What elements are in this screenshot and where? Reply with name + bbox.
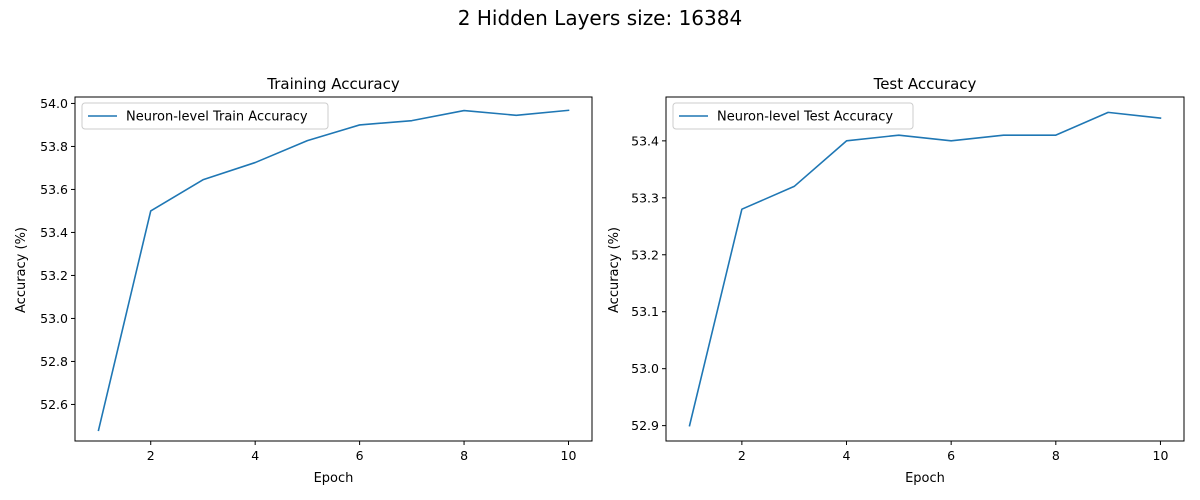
y-tick-label: 53.8 [40, 139, 68, 154]
x-tick-label: 6 [356, 448, 364, 463]
axes-frame [665, 96, 1185, 442]
chart-test-accuracy: Test Accuracy Epoch Accuracy (%) 2 4 6 8 10 … [607, 75, 1185, 486]
y-axis-label: Accuracy (%) [14, 227, 29, 313]
legend-box [81, 102, 329, 130]
y-tick-label: 53.1 [631, 304, 659, 319]
legend-box [672, 102, 914, 130]
plot-lines [688, 111, 1162, 427]
x-tick-label: 2 [738, 448, 746, 463]
series-line [688, 111, 1162, 427]
axes-frame [74, 96, 593, 442]
chart-training-accuracy: Training Accuracy Epoch Accuracy (%) 2 4 6… [14, 75, 593, 486]
y-tick-label: 53.0 [40, 311, 68, 326]
y-tick-label: 54.0 [40, 96, 68, 111]
x-tick-label: 8 [460, 448, 468, 463]
x-tick-label: 2 [147, 448, 155, 463]
y-ticks: 52.9 53.0 53.1 53.2 53.3 53.4 [631, 133, 666, 433]
x-tick-label: 10 [1153, 448, 1169, 463]
y-ticks: 52.6 52.8 53.0 53.2 53.4 53.6 53.8 54.0 [40, 96, 75, 412]
legend-entry: Neuron-level Train Accuracy [126, 110, 308, 125]
y-tick-label: 53.2 [40, 268, 68, 283]
y-tick-label: 53.2 [631, 247, 659, 262]
y-tick-label: 53.0 [631, 361, 659, 376]
x-axis-label: Epoch [314, 471, 354, 486]
figure-suptitle: 2 Hidden Layers size: 16384 [458, 6, 742, 30]
y-tick-label: 53.4 [40, 225, 68, 240]
x-tick-label: 4 [843, 448, 851, 463]
legend: Neuron-level Test Accuracy [672, 102, 914, 130]
x-axis-label: Epoch [905, 471, 945, 486]
plot-lines [97, 109, 570, 432]
y-tick-label: 53.3 [631, 190, 659, 205]
legend-entry: Neuron-level Test Accuracy [717, 110, 893, 125]
y-tick-label: 52.8 [40, 354, 68, 369]
legend: Neuron-level Train Accuracy [81, 102, 329, 130]
x-tick-label: 10 [561, 448, 577, 463]
y-tick-label: 52.9 [631, 418, 659, 433]
x-tick-label: 4 [251, 448, 259, 463]
y-axis-label: Accuracy (%) [607, 227, 622, 313]
series-line [97, 109, 570, 432]
y-tick-label: 53.4 [631, 133, 659, 148]
chart-title: Test Accuracy [873, 75, 977, 93]
x-ticks: 2 4 6 8 10 [147, 441, 577, 463]
x-tick-label: 8 [1052, 448, 1060, 463]
x-tick-label: 6 [947, 448, 955, 463]
chart-title: Training Accuracy [266, 75, 400, 93]
x-ticks: 2 4 6 8 10 [738, 441, 1169, 463]
y-tick-label: 53.6 [40, 182, 68, 197]
y-tick-label: 52.6 [40, 397, 68, 412]
